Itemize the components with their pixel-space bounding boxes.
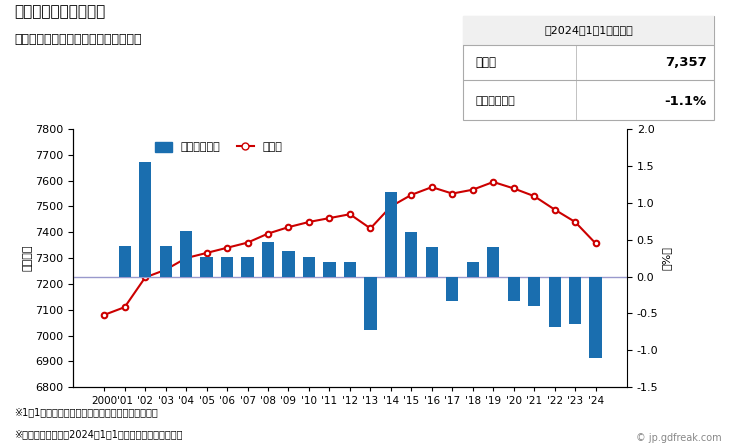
Bar: [180, 231, 192, 276]
世帯数: [202, 250, 211, 255]
Bar: [344, 262, 356, 276]
Bar: [467, 262, 479, 276]
世帯数: [366, 226, 375, 231]
世帯数: [489, 179, 498, 185]
世帯数: [530, 194, 539, 199]
世帯数: [448, 191, 456, 196]
Bar: [590, 276, 601, 358]
Legend: 対前年増加率, 世帯数: 対前年増加率, 世帯数: [150, 137, 286, 157]
世帯数: [571, 219, 580, 225]
Bar: [200, 257, 213, 276]
Bar: [282, 251, 295, 276]
世帯数: [243, 240, 252, 245]
Bar: [507, 276, 520, 301]
世帯数: [346, 211, 354, 217]
Text: 世帯数: 世帯数: [475, 56, 496, 69]
世帯数: [141, 275, 149, 280]
Bar: [548, 276, 561, 328]
Bar: [528, 276, 540, 306]
Bar: [446, 276, 459, 301]
Bar: [303, 257, 315, 276]
世帯数: [550, 207, 559, 212]
世帯数: [427, 184, 436, 190]
世帯数: [284, 224, 293, 230]
Bar: [160, 246, 172, 276]
世帯数: [120, 304, 129, 310]
世帯数: [591, 241, 600, 246]
Bar: [119, 246, 130, 276]
世帯数: [325, 215, 334, 221]
世帯数: [182, 255, 190, 261]
Bar: [323, 262, 335, 276]
Text: ※1月1日時点の外国籍を除く日本人住民の世帯数。: ※1月1日時点の外国籍を除く日本人住民の世帯数。: [15, 407, 158, 417]
Bar: [405, 232, 418, 276]
Text: -1.1%: -1.1%: [665, 95, 707, 108]
世帯数: [469, 187, 477, 192]
Bar: [241, 257, 254, 276]
Text: 対前年増減率: 対前年増減率: [475, 96, 515, 106]
世帯数: [386, 204, 395, 209]
Text: 辰野町の世帯数の推移: 辰野町の世帯数の推移: [15, 4, 106, 20]
Bar: [569, 276, 581, 324]
Bar: [364, 276, 377, 330]
Text: © jp.gdfreak.com: © jp.gdfreak.com: [636, 433, 722, 443]
FancyBboxPatch shape: [463, 16, 714, 120]
Text: ※市区町村の場合は2024年1月1日時点の市区町村境界。: ※市区町村の場合は2024年1月1日時点の市区町村境界。: [15, 429, 183, 439]
世帯数: [510, 186, 518, 191]
Bar: [426, 247, 438, 276]
Bar: [487, 247, 499, 276]
世帯数: [161, 267, 170, 272]
Y-axis label: （%）: （%）: [661, 246, 671, 270]
Bar: [139, 162, 152, 276]
Bar: [262, 242, 274, 276]
FancyBboxPatch shape: [463, 16, 714, 45]
世帯数: [305, 219, 313, 225]
Bar: [385, 193, 397, 276]
Line: 世帯数: 世帯数: [101, 179, 599, 318]
世帯数: [264, 231, 273, 236]
Y-axis label: （世帯）: （世帯）: [22, 245, 32, 271]
Text: 7,357: 7,357: [665, 56, 707, 69]
Text: （住民基本台帳ベース、日本人住民）: （住民基本台帳ベース、日本人住民）: [15, 33, 142, 46]
世帯数: [100, 312, 109, 318]
Text: 【2024年1月1日時点】: 【2024年1月1日時点】: [545, 25, 633, 35]
世帯数: [407, 192, 416, 198]
世帯数: [222, 245, 231, 251]
Bar: [221, 257, 233, 276]
